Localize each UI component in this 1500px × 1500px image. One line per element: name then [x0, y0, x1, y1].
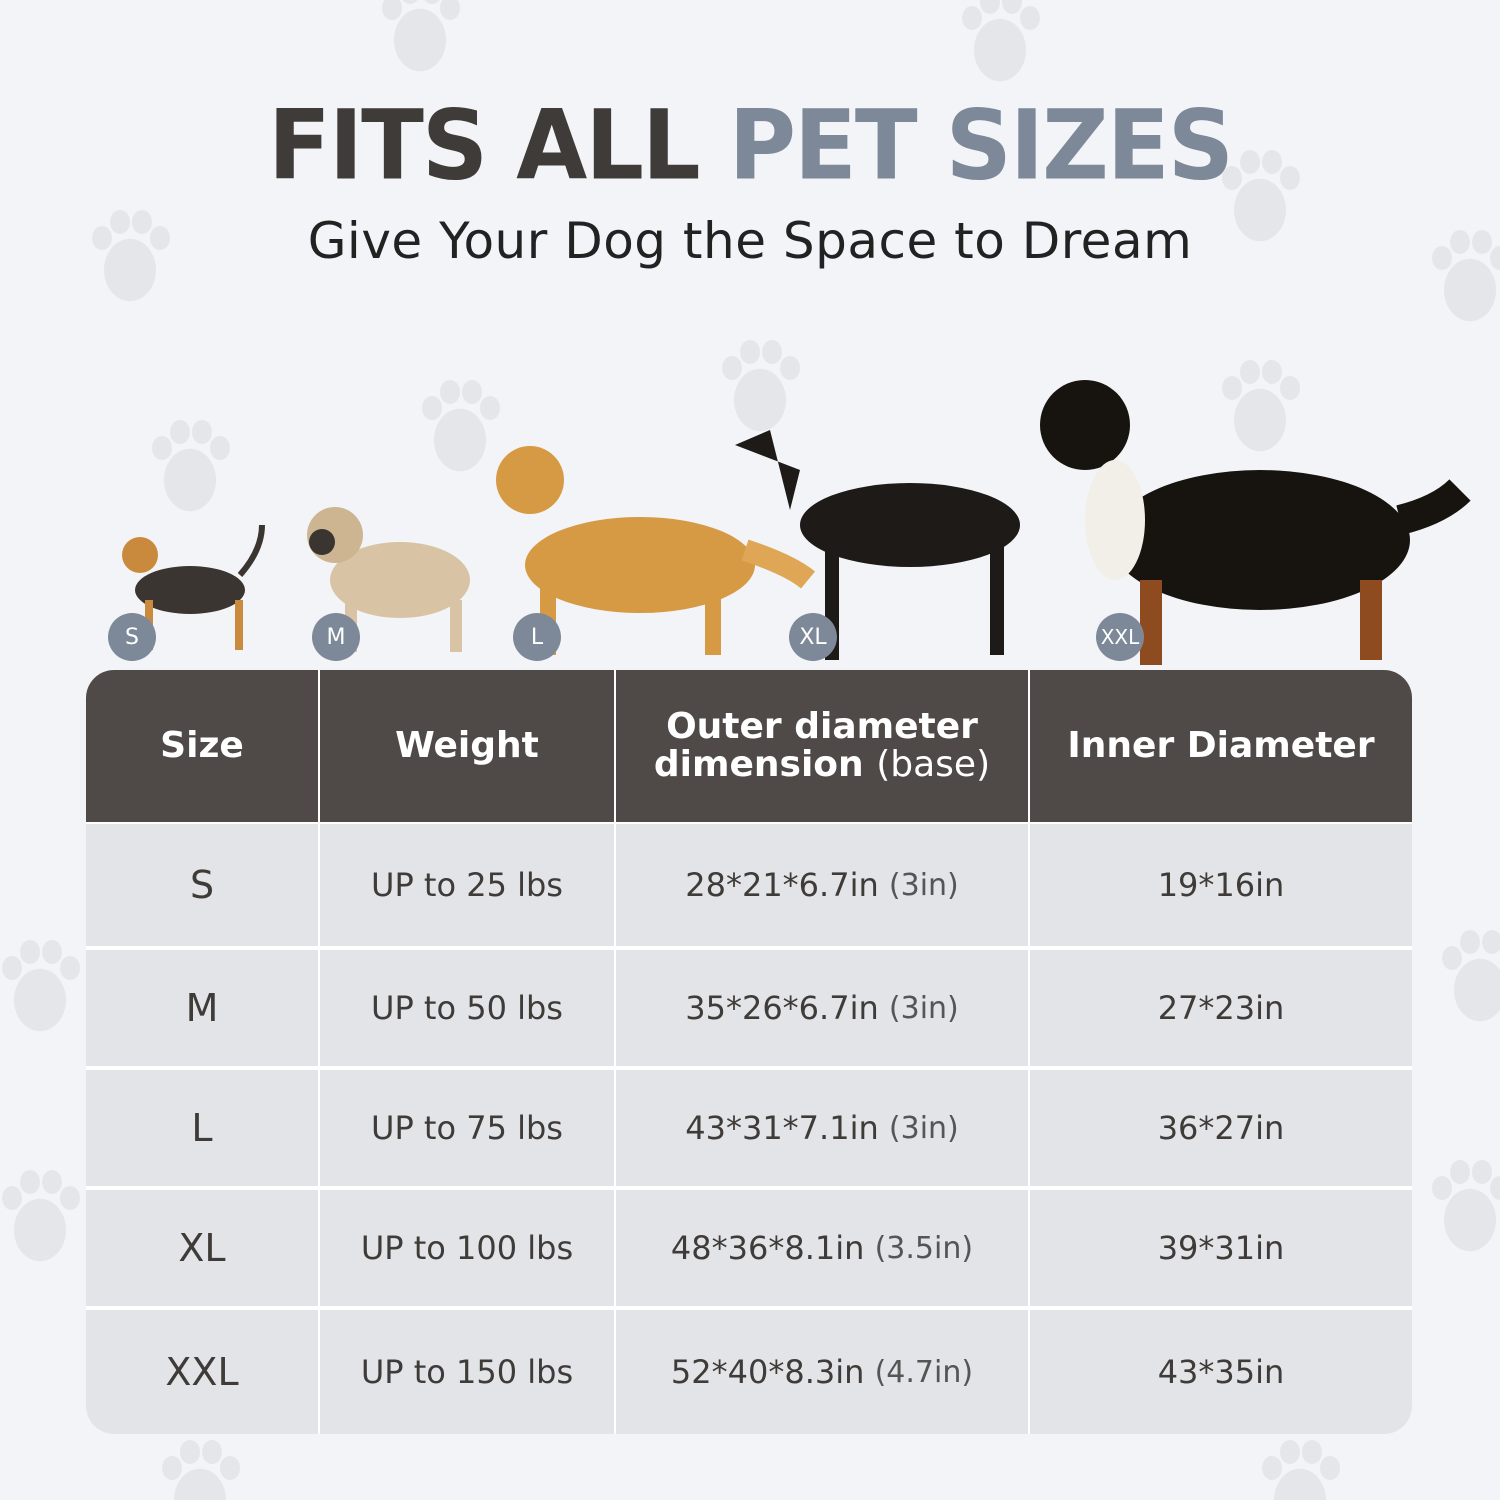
- size-cell: L: [86, 1070, 318, 1186]
- dog-xxl-image: [1040, 380, 1471, 665]
- outer-diameter-cell: 48*36*8.1in (3.5in): [616, 1190, 1028, 1306]
- size-badge-xxl: XXL: [1096, 613, 1144, 661]
- inner-diameter-cell: 19*16in: [1030, 824, 1412, 946]
- page-title: FITS ALL PET SIZES: [268, 89, 1234, 202]
- dog-size-lineup: S M L XL XXL: [0, 350, 1500, 670]
- paw-icon: [162, 1440, 240, 1500]
- weight-cell: UP to 25 lbs: [320, 824, 614, 946]
- paw-icon: [2, 1170, 80, 1262]
- inner-diameter-cell: 43*35in: [1030, 1310, 1412, 1434]
- inner-diameter-cell: 27*23in: [1030, 950, 1412, 1066]
- paw-icon: [1442, 930, 1500, 1022]
- header-outer-diameter: Outer diameter dimension (base): [616, 670, 1028, 822]
- size-cell: S: [86, 824, 318, 946]
- dog-l-image: [496, 446, 816, 655]
- size-badge-xl: XL: [789, 613, 837, 661]
- weight-cell: UP to 100 lbs: [320, 1190, 614, 1306]
- weight-cell: UP to 50 lbs: [320, 950, 614, 1066]
- size-badge-m: M: [312, 613, 360, 661]
- outer-diameter-cell: 52*40*8.3in (4.7in): [616, 1310, 1028, 1434]
- outer-diameter-cell: 35*26*6.7in (3in): [616, 950, 1028, 1066]
- dog-xl-image: [735, 430, 1020, 660]
- header-outer-line2: dimension (base): [653, 744, 991, 785]
- paw-icon: [1222, 360, 1300, 452]
- header-inner-diameter: Inner Diameter: [1030, 670, 1412, 822]
- outer-diameter-cell: 28*21*6.7in (3in): [616, 824, 1028, 946]
- paw-icon: [2, 940, 80, 1032]
- weight-cell: UP to 150 lbs: [320, 1310, 614, 1434]
- paw-icon: [962, 0, 1040, 82]
- page-subtitle: Give Your Dog the Space to Dream: [307, 212, 1193, 270]
- header-outer-line1: Outer diameter: [666, 706, 978, 748]
- paw-icon: [1262, 1440, 1340, 1500]
- paw-icon: [382, 0, 460, 72]
- header-weight: Weight: [320, 670, 614, 822]
- paw-icon: [1432, 1160, 1500, 1252]
- dog-m-image: [307, 507, 470, 652]
- size-badge-s: S: [108, 613, 156, 661]
- dog-illustrations: [122, 380, 1471, 665]
- inner-diameter-cell: 36*27in: [1030, 1070, 1412, 1186]
- paw-icon: [722, 340, 800, 432]
- header-size: Size: [86, 670, 318, 822]
- outer-diameter-cell: 43*31*7.1in (3in): [616, 1070, 1028, 1186]
- size-cell: XL: [86, 1190, 318, 1306]
- inner-diameter-cell: 39*31in: [1030, 1190, 1412, 1306]
- paw-icon: [422, 380, 500, 472]
- paw-icon: [1432, 230, 1500, 322]
- paw-icon: [152, 420, 230, 512]
- size-cell: M: [86, 950, 318, 1066]
- paw-icon: [1222, 150, 1300, 242]
- size-chart-table: Size Weight Outer diameter dimension (ba…: [86, 670, 1412, 1434]
- size-badge-l: L: [513, 613, 561, 661]
- size-cell: XXL: [86, 1310, 318, 1434]
- paw-icon: [92, 210, 170, 302]
- weight-cell: UP to 75 lbs: [320, 1070, 614, 1186]
